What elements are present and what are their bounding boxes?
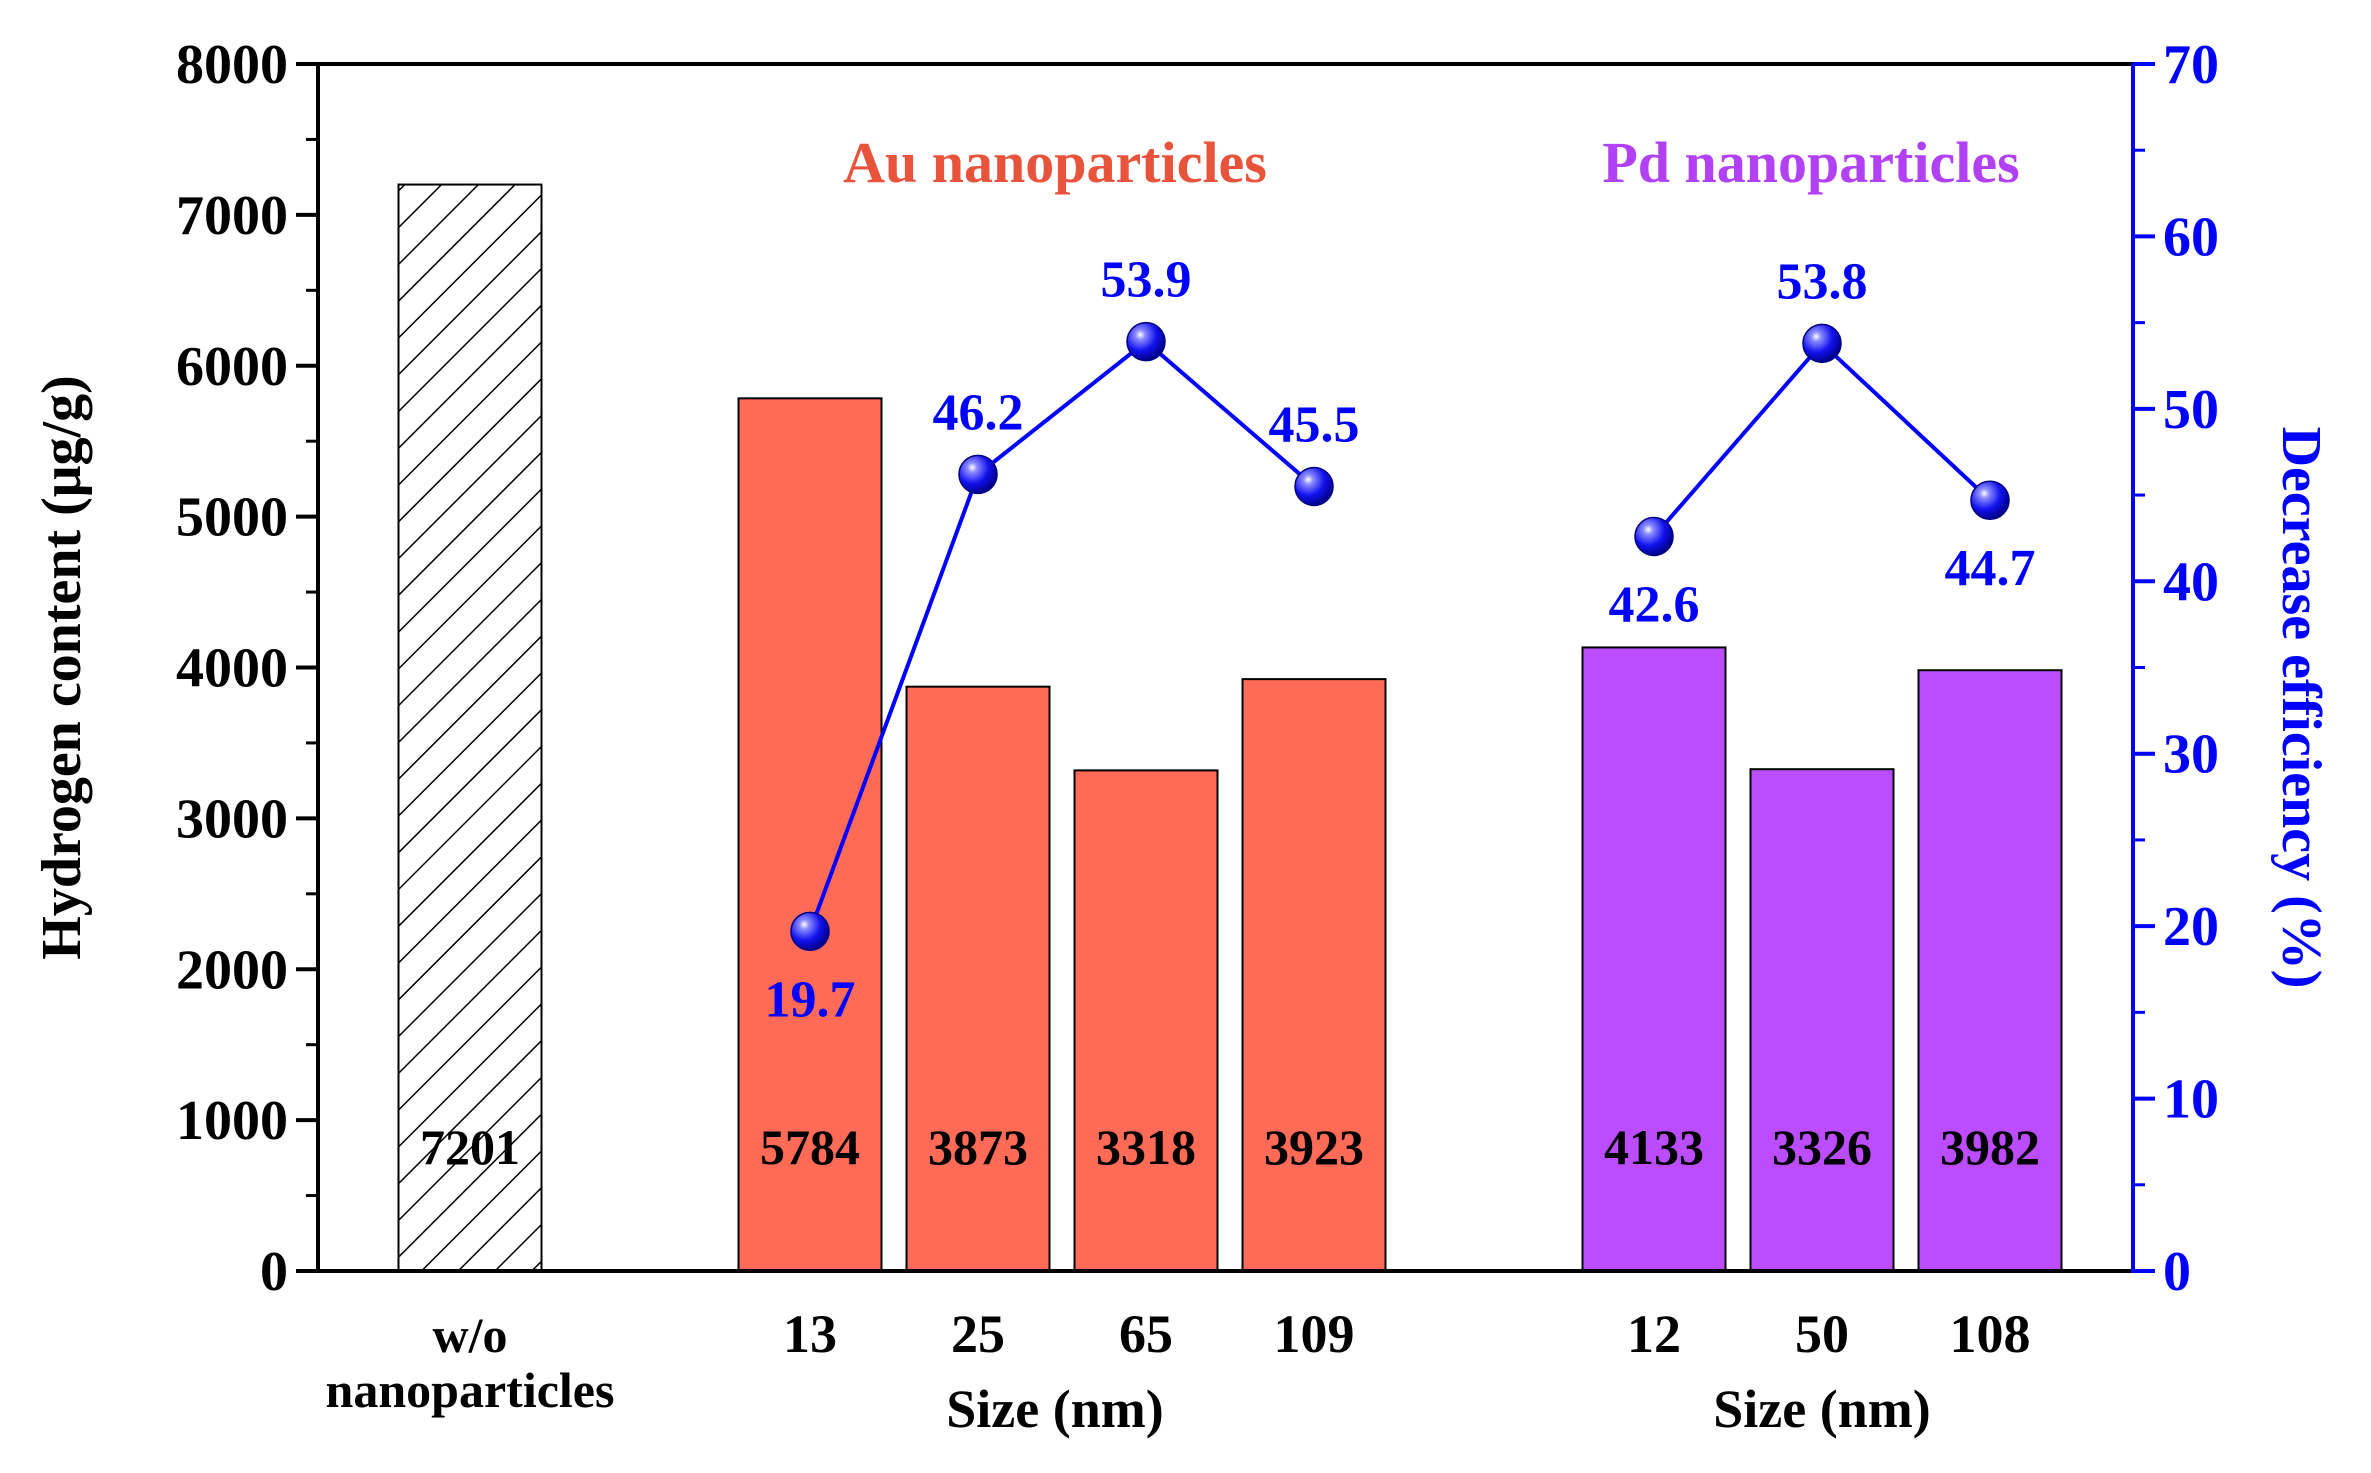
bar-12 [1581,646,1727,1272]
x-tick-label: 12 [1627,1304,1681,1364]
efficiency-line-au [808,339,1316,933]
efficiency-point [1634,516,1674,557]
x-tick-label: 25 [951,1304,1005,1364]
right-axis-title: Decrease efficiency (%) [2270,427,2332,989]
x-tick-label: w/o [433,1307,508,1363]
bar-value-label: 4133 [1604,1119,1704,1175]
efficiency-label: 45.5 [1269,396,1360,453]
axes-layer: 0 1000 2000 3000 4000 5000 6000 7000 8000 0 10 20 30… [31,34,2332,1303]
efficiency-point [790,911,830,952]
efficiency-point [958,454,998,495]
bar-value-label: 3923 [1264,1119,1364,1175]
bar-value-label: 3982 [1940,1119,2040,1175]
left-tick-label: 6000 [176,336,288,398]
left-tick-label: 7000 [176,185,288,247]
left-tick-label: 1000 [176,1090,288,1152]
efficiency-line-pd [1652,340,1992,538]
efficiency-point [1294,466,1334,507]
right-tick-label: 40 [2163,551,2219,613]
group-title: Au nanoparticles [843,130,1267,195]
left-axis-title: Hydrogen content (μg/g) [31,375,93,959]
x-axis-title: Size (nm) [946,1379,1163,1439]
efficiency-point [1126,321,1166,362]
bars-layer [397,183,2063,1273]
right-tick-label: 60 [2163,206,2219,268]
efficiency-label: 19.7 [765,971,856,1028]
right-tick-label: 20 [2163,896,2219,958]
efficiency-point [1802,323,1842,364]
bar-109 [1241,678,1387,1272]
x-tick-label: 108 [1950,1304,2031,1364]
group-title: Pd nanoparticles [1602,130,2019,195]
bar-value-label: 7201 [420,1119,520,1175]
x-tick-label: nanoparticles [326,1362,615,1418]
efficiency-label: 53.8 [1777,253,1868,310]
x-tick-label: 50 [1795,1304,1849,1364]
left-tick-label: 3000 [176,788,288,850]
bar-value-label: 3318 [1096,1119,1196,1175]
bar-value-label: 3326 [1772,1119,1872,1175]
right-tick-label: 50 [2163,379,2219,441]
bar-25 [905,685,1051,1272]
efficiency-label: 53.9 [1101,252,1192,309]
x-tick-label: 109 [1274,1304,1355,1364]
bar-w-o-nanoparticles [397,183,543,1273]
left-tick-label: 5000 [176,487,288,549]
x-axis-title: Size (nm) [1713,1379,1930,1439]
bar-65 [1073,769,1219,1272]
left-tick-label: 2000 [176,939,288,1001]
bar-108 [1917,669,2063,1272]
right-tick-label: 30 [2163,724,2219,786]
x-tick-label: 65 [1119,1304,1173,1364]
efficiency-label: 44.7 [1945,540,2036,597]
left-tick-label: 8000 [176,34,288,96]
left-tick-label: 0 [260,1241,288,1303]
right-tick-label: 10 [2163,1069,2219,1131]
bar-50 [1749,768,1895,1272]
lines-layer [790,321,2010,952]
bar-value-label: 3873 [928,1119,1028,1175]
x-tick-label: 13 [783,1304,837,1364]
right-tick-label: 70 [2163,34,2219,96]
efficiency-label: 42.6 [1609,576,1700,633]
bar-value-label: 5784 [760,1119,860,1175]
efficiency-label: 46.2 [933,384,1024,441]
efficiency-point [1970,480,2010,520]
right-tick-label: 0 [2163,1241,2191,1303]
bar-13 [737,397,883,1272]
left-tick-label: 4000 [176,638,288,700]
